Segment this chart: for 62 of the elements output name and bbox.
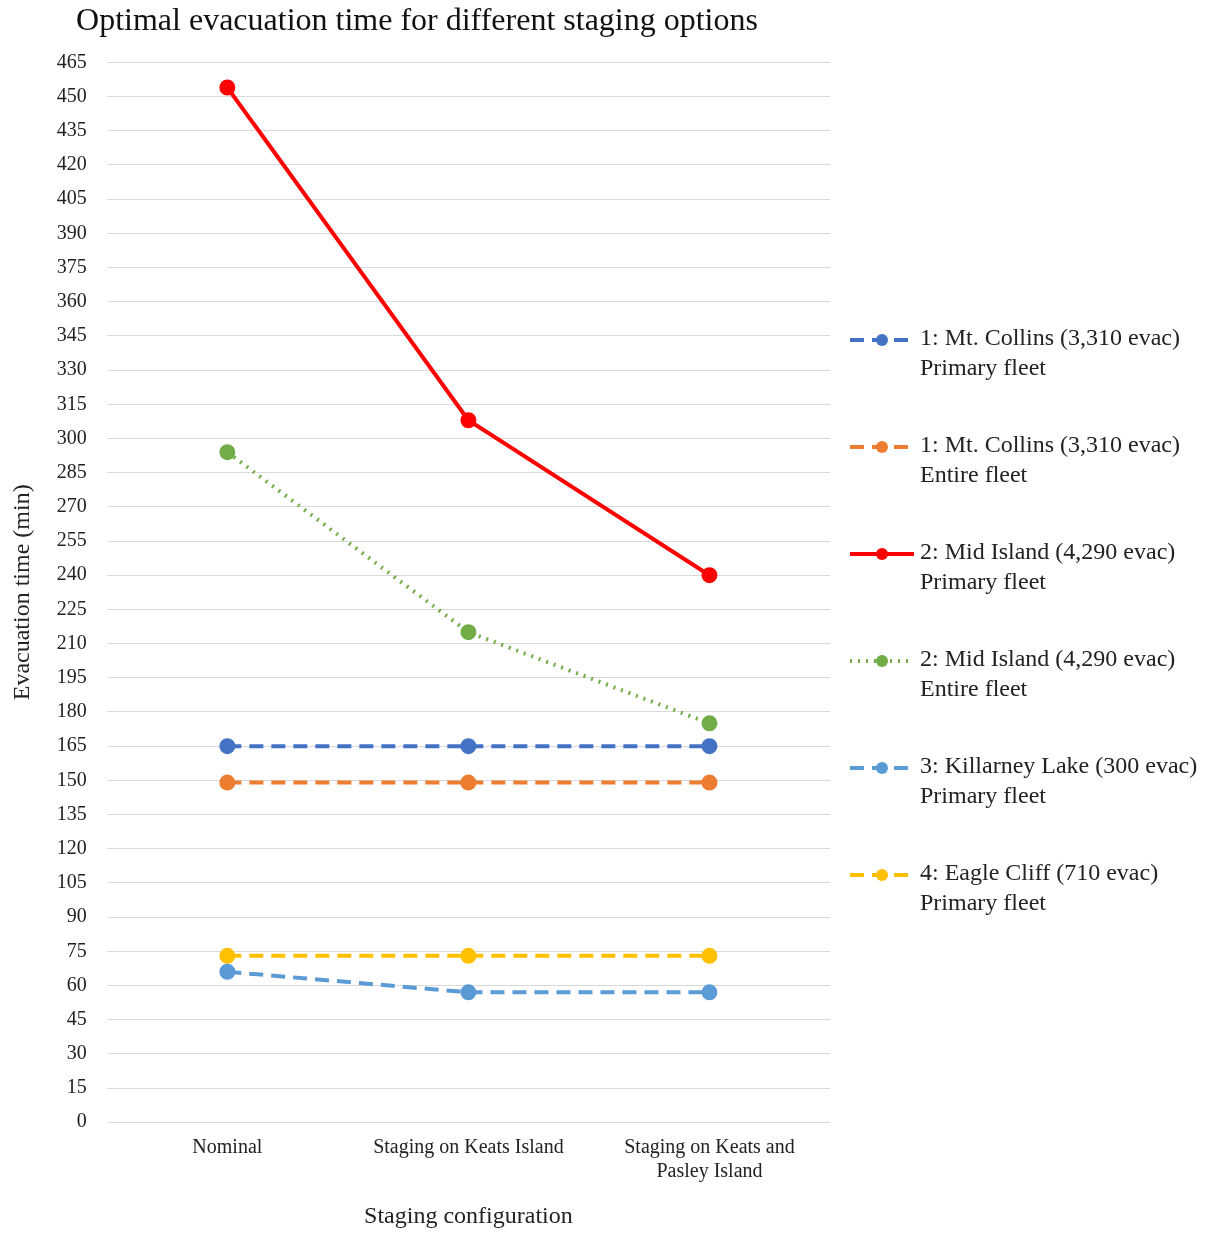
point <box>460 412 477 429</box>
point <box>701 984 718 1001</box>
y-tick-label: 270 <box>56 494 87 517</box>
y-tick-label: 15 <box>66 1075 87 1098</box>
y-tick-label: 240 <box>56 562 87 585</box>
y-tick-label: 165 <box>56 733 87 756</box>
point <box>460 984 477 1001</box>
y-tick-label: 405 <box>56 186 87 209</box>
legend-label: 3: Killarney Lake (300 evac) Primary fleet <box>920 751 1199 810</box>
y-tick-label: 75 <box>66 938 87 961</box>
x-tick-label: Staging on Keats and Pasley Island <box>624 1135 795 1183</box>
y-tick-label: 120 <box>56 835 87 858</box>
y-tick-label: 435 <box>56 118 87 141</box>
y-tick-label: 420 <box>56 152 87 175</box>
y-tick-label: 255 <box>56 528 87 551</box>
y-tick-label: 195 <box>56 665 87 688</box>
x-tick-label: Staging on Keats Island <box>373 1135 564 1159</box>
chart-title: Optimal evacuation time for different staging options <box>76 0 758 37</box>
point <box>460 947 477 964</box>
y-tick-label: 315 <box>56 391 87 414</box>
point <box>460 774 477 791</box>
legend-label: 1: Mt. Collins (3,310 evac) Entire fleet <box>920 430 1181 489</box>
y-tick-label: 345 <box>56 323 87 346</box>
y-tick-label: 60 <box>66 972 87 995</box>
legend-label: 1: Mt. Collins (3,310 evac) Primary fleet <box>920 323 1181 382</box>
legend-label: 2: Mid Island (4,290 evac) Primary fleet <box>920 537 1177 596</box>
point <box>701 738 718 755</box>
legend-label: 4: Eagle Cliff (710 evac) Primary fleet <box>920 858 1160 917</box>
y-tick-label: 450 <box>56 83 87 106</box>
y-tick-label: 360 <box>56 288 87 311</box>
x-axis-title: Staging configuration <box>364 1201 573 1228</box>
y-tick-label: 45 <box>66 1006 87 1029</box>
point <box>460 624 477 641</box>
point <box>219 963 236 980</box>
y-tick-label: 180 <box>56 699 87 722</box>
y-tick-label: 150 <box>56 767 87 790</box>
y-tick-label: 285 <box>56 459 87 482</box>
y-tick-label: 90 <box>66 904 87 927</box>
y-tick-label: 135 <box>56 801 87 824</box>
point <box>219 738 236 755</box>
point <box>701 947 718 964</box>
point <box>701 715 718 732</box>
y-tick-label: 375 <box>56 254 87 277</box>
y-axis-title: Evacuation time (min) <box>7 484 34 701</box>
point <box>219 774 236 791</box>
y-tick-label: 330 <box>56 357 87 380</box>
point <box>219 947 236 964</box>
y-tick-label: 465 <box>56 49 87 72</box>
y-tick-label: 300 <box>56 425 87 448</box>
x-tick-label: Nominal <box>192 1135 263 1158</box>
legend-label: 2: Mid Island (4,290 evac) Entire fleet <box>920 644 1177 703</box>
y-tick-label: 225 <box>56 596 87 619</box>
point <box>701 567 718 584</box>
point <box>701 774 718 791</box>
y-tick-label: 30 <box>66 1041 87 1064</box>
y-tick-label: 0 <box>76 1109 87 1132</box>
point <box>219 444 236 461</box>
point <box>219 79 236 96</box>
y-tick-label: 210 <box>56 630 87 653</box>
y-tick-label: 390 <box>56 220 87 243</box>
point <box>460 738 477 755</box>
y-tick-label: 105 <box>56 870 87 893</box>
